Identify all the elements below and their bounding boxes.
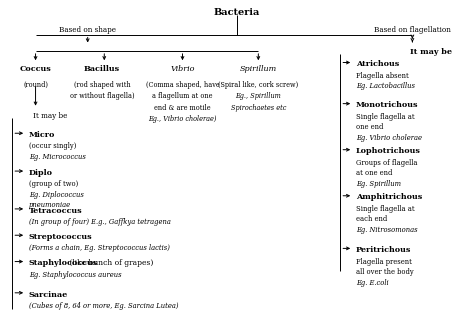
- Text: Based on flagellation: Based on flagellation: [374, 26, 451, 34]
- Text: Monotrichous: Monotrichous: [356, 101, 419, 109]
- Text: (like bunch of grapes): (like bunch of grapes): [67, 259, 154, 267]
- Text: Eg. Nitrosomonas: Eg. Nitrosomonas: [356, 226, 418, 234]
- Text: Bacillus: Bacillus: [84, 65, 120, 73]
- Text: (Comma shaped, have: (Comma shaped, have: [146, 81, 219, 89]
- Text: Vibrio: Vibrio: [170, 65, 195, 73]
- Text: Flagella present: Flagella present: [356, 258, 412, 266]
- Text: Atrichous: Atrichous: [356, 60, 399, 68]
- Text: Tetracoccus: Tetracoccus: [29, 207, 82, 215]
- Text: one end: one end: [356, 123, 383, 131]
- Text: end & are motile: end & are motile: [154, 104, 211, 112]
- Text: Staphylococcus: Staphylococcus: [29, 259, 98, 267]
- Text: Eg., Vibrio cholerae): Eg., Vibrio cholerae): [148, 115, 217, 123]
- Text: each end: each end: [356, 215, 387, 223]
- Text: pneumoniae: pneumoniae: [29, 201, 71, 209]
- Text: or without flagella): or without flagella): [70, 92, 134, 100]
- Text: Single flagella at: Single flagella at: [356, 113, 415, 121]
- Text: Diplo: Diplo: [29, 169, 53, 177]
- Text: Streptococcus: Streptococcus: [29, 233, 92, 241]
- Text: Coccus: Coccus: [20, 65, 51, 73]
- Text: (rod shaped with: (rod shaped with: [73, 81, 130, 89]
- Text: Micro: Micro: [29, 131, 55, 139]
- Text: Groups of flagella: Groups of flagella: [356, 159, 418, 167]
- Text: all over the body: all over the body: [356, 268, 414, 276]
- Text: (occur singly): (occur singly): [29, 142, 76, 150]
- Text: Eg. Diplococcus: Eg. Diplococcus: [29, 191, 84, 199]
- Text: Spirochaetes etc: Spirochaetes etc: [231, 104, 286, 112]
- Text: (Cubes of 8, 64 or more, Eg. Sarcina Lutea): (Cubes of 8, 64 or more, Eg. Sarcina Lut…: [29, 302, 178, 310]
- Text: Eg. E.coli: Eg. E.coli: [356, 279, 389, 287]
- Text: a flagellum at one: a flagellum at one: [152, 92, 213, 100]
- Text: Bacteria: Bacteria: [214, 8, 260, 17]
- Text: Eg. Lactobacillus: Eg. Lactobacillus: [356, 82, 415, 90]
- Text: Amphitrichous: Amphitrichous: [356, 193, 422, 201]
- Text: Eg. Vibrio cholerae: Eg. Vibrio cholerae: [356, 134, 422, 142]
- Text: Lophotrichous: Lophotrichous: [356, 147, 421, 155]
- Text: Eg. Micrococcus: Eg. Micrococcus: [29, 153, 86, 161]
- Text: Eg. Spirillum: Eg. Spirillum: [356, 180, 401, 188]
- Text: Peritrichous: Peritrichous: [356, 246, 411, 254]
- Text: (Forms a chain, Eg. Streptococcus lactis): (Forms a chain, Eg. Streptococcus lactis…: [29, 244, 170, 252]
- Text: Flagella absent: Flagella absent: [356, 72, 409, 80]
- Text: Single flagella at: Single flagella at: [356, 205, 415, 213]
- Text: (group of two): (group of two): [29, 180, 78, 188]
- Text: Sarcinae: Sarcinae: [29, 291, 68, 298]
- Text: Based on shape: Based on shape: [59, 26, 116, 34]
- Text: Eg., Spirillum: Eg., Spirillum: [236, 92, 281, 100]
- Text: Eg. Staphylococcus aureus: Eg. Staphylococcus aureus: [29, 271, 121, 279]
- Text: (Spiral like, cork screw): (Spiral like, cork screw): [218, 81, 299, 89]
- Text: Spirillum: Spirillum: [240, 65, 277, 73]
- Text: It may be: It may be: [410, 48, 452, 56]
- Text: at one end: at one end: [356, 169, 392, 177]
- Text: (In group of four) E.g., Gaffkya tetragena: (In group of four) E.g., Gaffkya tetrage…: [29, 218, 171, 226]
- Text: It may be: It may be: [33, 112, 68, 120]
- Text: (round): (round): [23, 81, 48, 89]
